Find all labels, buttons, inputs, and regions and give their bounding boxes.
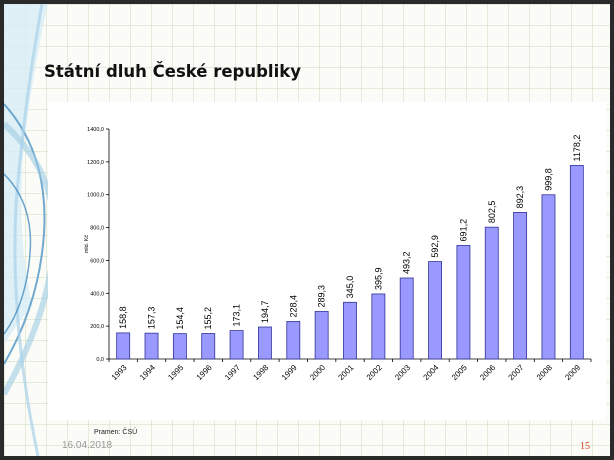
data-label: 691,2 bbox=[458, 219, 468, 242]
bar-1999 bbox=[286, 321, 301, 360]
bar-2000 bbox=[314, 311, 329, 360]
x-tick-label: 2004 bbox=[422, 363, 441, 382]
bar-2001 bbox=[343, 301, 357, 360]
data-label: 157,3 bbox=[147, 307, 157, 330]
data-label: 194,7 bbox=[260, 300, 270, 323]
bar-1998 bbox=[258, 326, 272, 360]
bar-2005 bbox=[456, 245, 471, 360]
data-label: 173,1 bbox=[232, 304, 242, 327]
y-tick-label: 200,0 bbox=[90, 324, 104, 330]
x-tick-label: 2005 bbox=[450, 363, 469, 382]
slide: Státní dluh České republiky 0,0 200,0 400,… bbox=[4, 4, 610, 456]
bar-chart: 0,0 200,0 400,0 600,0 800,0 1000,0 1200,0 1400,… bbox=[84, 127, 592, 382]
slide-title: Státní dluh České republiky bbox=[44, 62, 301, 81]
slide-date: 16.04.2018 bbox=[62, 440, 113, 451]
y-tick-label: 400,0 bbox=[90, 291, 104, 297]
y-tick-label: 1000,0 bbox=[87, 193, 104, 199]
bar-2007 bbox=[513, 212, 528, 360]
data-label: 892,3 bbox=[515, 186, 525, 209]
bar-1993 bbox=[116, 332, 131, 360]
x-tick-label: 1999 bbox=[280, 363, 299, 382]
chart-area: 0,0 200,0 400,0 600,0 800,0 1000,0 1200,0 1400,… bbox=[48, 102, 606, 420]
x-tick-label: 1995 bbox=[166, 363, 185, 382]
x-tick-label: 2006 bbox=[478, 363, 497, 382]
data-label: 289,3 bbox=[317, 285, 327, 308]
data-label: 345,0 bbox=[345, 276, 355, 299]
x-tick-label: 1997 bbox=[223, 363, 242, 382]
x-tick-label: 1996 bbox=[195, 363, 214, 382]
bar-2008 bbox=[541, 194, 556, 360]
data-label: 1178,2 bbox=[572, 135, 582, 162]
x-tick-label: 2000 bbox=[308, 363, 327, 382]
x-tick-label: 2002 bbox=[365, 363, 384, 382]
y-tick-label: 1400,0 bbox=[87, 127, 104, 133]
bar-2003 bbox=[399, 277, 414, 360]
data-label: 228,4 bbox=[288, 295, 298, 318]
x-tick-label: 1998 bbox=[251, 363, 270, 382]
x-tick-label: 2009 bbox=[563, 363, 582, 382]
chart-bars bbox=[116, 165, 584, 360]
bar-2006 bbox=[484, 226, 499, 360]
bar-1995 bbox=[172, 333, 187, 360]
page-number: 15 bbox=[580, 441, 590, 452]
data-label: 999,8 bbox=[543, 168, 553, 191]
data-label: 592,9 bbox=[430, 235, 440, 258]
data-label: 155,2 bbox=[203, 307, 213, 330]
y-tick-label: 1200,0 bbox=[87, 160, 104, 166]
x-tick-label: 2001 bbox=[336, 363, 355, 382]
x-tick-label: 1993 bbox=[110, 363, 129, 382]
data-label: 493,2 bbox=[402, 251, 412, 274]
x-tick-label: 2007 bbox=[507, 363, 526, 382]
x-tick-label: 1994 bbox=[138, 363, 157, 382]
data-label: 158,8 bbox=[118, 306, 128, 329]
data-label: 395,9 bbox=[373, 267, 383, 290]
x-tick-label: 2003 bbox=[393, 363, 412, 382]
x-tick-label: 2008 bbox=[535, 363, 554, 382]
bar-1994 bbox=[144, 332, 159, 360]
bar-1997 bbox=[229, 330, 244, 360]
y-tick-label: 800,0 bbox=[90, 226, 104, 232]
bar-2004 bbox=[428, 261, 442, 360]
bar-1996 bbox=[201, 333, 216, 360]
source-note: Pramen: ČSÚ bbox=[94, 429, 138, 436]
data-label: 154,4 bbox=[175, 307, 185, 330]
y-tick-label: 600,0 bbox=[90, 258, 104, 264]
bar-2009 bbox=[569, 165, 584, 360]
data-label: 802,5 bbox=[487, 201, 497, 224]
bar-2002 bbox=[371, 293, 386, 360]
y-tick-label: 0,0 bbox=[96, 357, 104, 363]
y-axis-label: mld. Kč bbox=[84, 235, 90, 254]
chart-labels: 0,0 200,0 400,0 600,0 800,0 1000,0 1200,0 1400,… bbox=[84, 127, 583, 382]
